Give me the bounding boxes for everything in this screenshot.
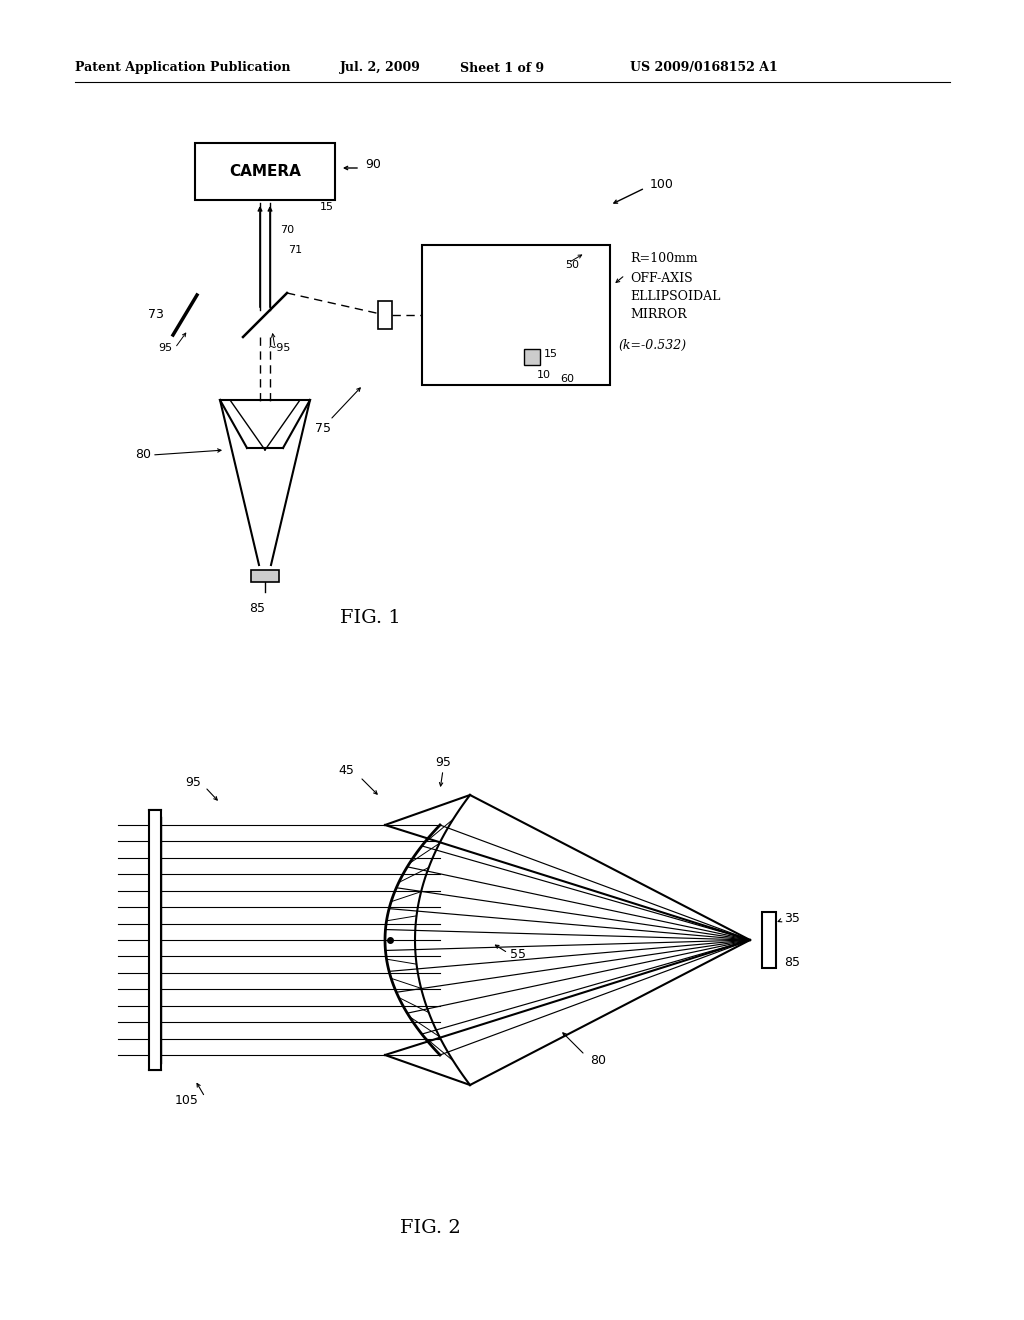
Text: 85: 85 — [249, 602, 265, 615]
Text: 95: 95 — [435, 756, 451, 770]
Text: 95: 95 — [185, 776, 201, 789]
Text: 71: 71 — [288, 246, 302, 255]
Text: OFF-AXIS: OFF-AXIS — [630, 272, 692, 285]
Bar — [524, 348, 540, 366]
Bar — [150, 810, 161, 1071]
Bar — [422, 246, 610, 385]
Text: 75: 75 — [315, 421, 331, 434]
Text: FIG. 1: FIG. 1 — [340, 609, 400, 627]
Bar — [251, 570, 279, 582]
Text: 80: 80 — [135, 449, 151, 462]
Text: 70: 70 — [280, 224, 294, 235]
Text: (k=-0.532): (k=-0.532) — [618, 338, 686, 351]
Text: 73: 73 — [148, 309, 164, 322]
Text: MIRROR: MIRROR — [630, 308, 687, 321]
Text: 10: 10 — [537, 370, 551, 380]
Text: Sheet 1 of 9: Sheet 1 of 9 — [460, 62, 544, 74]
Text: 35: 35 — [784, 912, 800, 924]
Text: FIG. 2: FIG. 2 — [399, 1218, 461, 1237]
Text: Patent Application Publication: Patent Application Publication — [75, 62, 291, 74]
Text: 100: 100 — [650, 178, 674, 191]
Bar — [378, 301, 392, 329]
Text: ELLIPSOIDAL: ELLIPSOIDAL — [630, 289, 720, 302]
Text: 45: 45 — [338, 763, 354, 776]
Text: ~95: ~95 — [268, 343, 292, 352]
Text: 50: 50 — [565, 260, 579, 271]
Text: 15: 15 — [319, 202, 334, 213]
Text: 105: 105 — [175, 1093, 199, 1106]
Text: CAMERA: CAMERA — [229, 164, 301, 180]
Bar — [195, 143, 335, 201]
Text: 90: 90 — [365, 158, 381, 172]
Text: 80: 80 — [590, 1053, 606, 1067]
Text: R=100mm: R=100mm — [630, 252, 697, 264]
Text: US 2009/0168152 A1: US 2009/0168152 A1 — [630, 62, 778, 74]
Text: 15: 15 — [544, 348, 558, 359]
Text: 55: 55 — [510, 949, 526, 961]
Text: Jul. 2, 2009: Jul. 2, 2009 — [340, 62, 421, 74]
Text: 95: 95 — [158, 343, 172, 352]
Bar — [762, 912, 776, 968]
Text: 60: 60 — [560, 374, 574, 384]
Text: 85: 85 — [784, 956, 800, 969]
